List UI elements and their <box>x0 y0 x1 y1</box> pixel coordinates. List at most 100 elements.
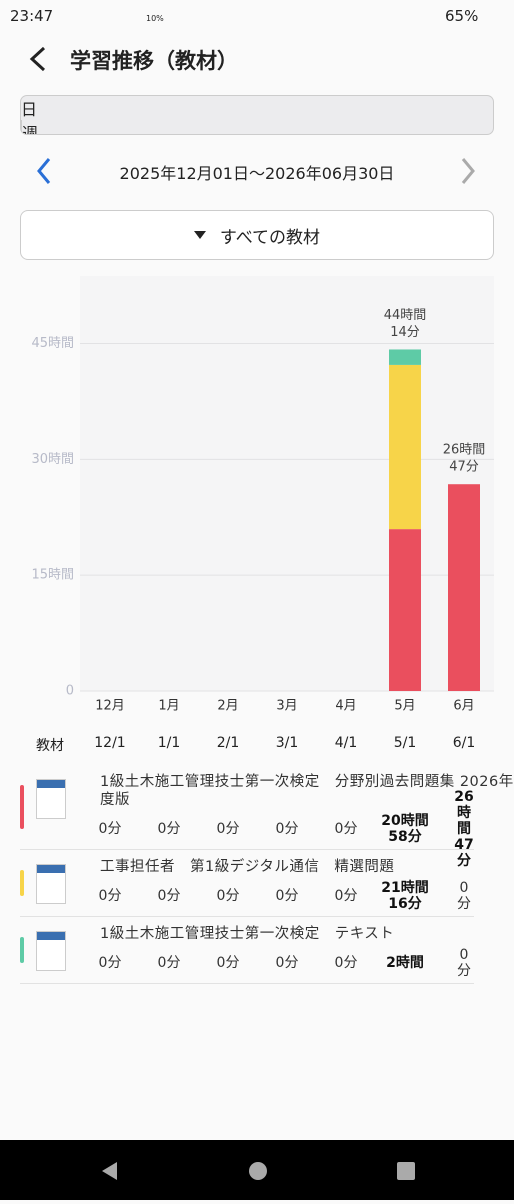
time-cell: 0分 <box>99 813 122 845</box>
tab[interactable]: 週 <box>21 120 179 134</box>
time-line: 47分 <box>454 837 474 869</box>
time-line: 0分 <box>216 821 240 837</box>
time-cell: 0分 <box>99 947 122 979</box>
total-label: 14分 <box>390 325 420 340</box>
cells: 0分 0分 0分 0分 0分 21時間 16分 0分 <box>99 880 474 912</box>
material-row[interactable]: 工事担任者 第1級デジタル通信 精選問題 0分 0分 0分 0分 0分 21時間 16分 0分 <box>20 850 474 917</box>
time-cell: 0分 <box>335 947 358 979</box>
time-cell: 0分 <box>158 813 181 845</box>
time-line: 0分 <box>157 888 181 904</box>
time-line: 16分 <box>388 896 422 912</box>
dropdown-icon <box>193 231 206 239</box>
y-tick-label: 0 <box>66 684 74 699</box>
time-line: 26時間 <box>454 789 474 837</box>
battery: 65% <box>445 7 479 25</box>
time-line: 21時間 <box>381 880 429 896</box>
time-line: 58分 <box>388 829 422 845</box>
y-tick-label: 45時間 <box>31 336 74 351</box>
time-line: 0分 <box>334 955 358 971</box>
table-header-label: 教材 <box>36 738 64 754</box>
cells: 0分 0分 0分 0分 0分 2時間 0分 <box>99 947 474 979</box>
time-line: 0分 <box>334 888 358 904</box>
time-line: 0分 <box>157 955 181 971</box>
total-label: 47分 <box>449 460 479 475</box>
time-line: 0分 <box>457 880 471 912</box>
time-cell: 0分 <box>457 947 471 979</box>
time-cell: 21時間 16分 <box>381 880 428 912</box>
time-line: 0分 <box>216 955 240 971</box>
material-name: 工事担任者 第1級デジタル通信 精選問題 <box>100 859 395 875</box>
table: 1級土木施工管理技士第一次検定 分野別過去問題集 2026年度版 0分 0分 0分 0分… <box>20 765 513 984</box>
bar-segment <box>448 484 480 691</box>
thumbnail <box>36 931 66 971</box>
column-header: 6/1 <box>452 735 476 751</box>
time-line: 0分 <box>216 888 240 904</box>
x-tick-label: 4月 <box>335 699 356 714</box>
time: 23:47 <box>10 7 54 25</box>
tab-bar: 日週月 <box>20 95 494 135</box>
time-cell: 0分 <box>276 947 299 979</box>
tab[interactable]: 日 <box>21 100 38 119</box>
table-header: 教材 12/1 1/1 2/1 3/1 4/1 5/1 6/1 <box>0 735 514 757</box>
bar-segment <box>389 364 421 530</box>
column-header: 1/1 <box>157 735 181 751</box>
time-cell: 0分 <box>335 880 358 912</box>
date-range: 2025年12月01日〜2026年06月30日 <box>119 164 395 183</box>
page-title: 学習推移（教材） <box>70 49 238 73</box>
time-cell: 0分 <box>276 813 299 845</box>
time-line: 0分 <box>457 947 471 979</box>
total-label: 44時間 <box>384 308 427 323</box>
back-button[interactable] <box>26 45 50 73</box>
thumbnail <box>36 864 66 904</box>
x-tick-label: 3月 <box>276 699 297 714</box>
chart: 0 15時間 30時間 45時間 12月 1月 2月 3月 4月 5月 44時間 14分 6月 26時間 4… <box>31 276 494 714</box>
next-button[interactable] <box>458 156 478 186</box>
column-header: 2/1 <box>216 735 240 751</box>
material-row[interactable]: 1級土木施工管理技士第一次検定 テキスト 0分 0分 0分 0分 0分 2時間 0分 <box>20 917 474 984</box>
time-cell: 0分 <box>335 813 358 845</box>
weather: 10% <box>146 14 164 23</box>
total-label: 26時間 <box>443 443 486 458</box>
time-line: 0分 <box>98 955 122 971</box>
time-line: 2時間 <box>386 955 424 971</box>
column-header: 4/1 <box>334 735 358 751</box>
time-line: 0分 <box>334 821 358 837</box>
material-name: 1級土木施工管理技士第一次検定 分野別過去問題集 2026年度版 <box>100 774 514 808</box>
nav-icons <box>102 1162 415 1180</box>
y-tick-label: 30時間 <box>31 452 74 467</box>
time-line: 20時間 <box>381 813 429 829</box>
prev-button[interactable] <box>34 156 54 186</box>
y-tick-label: 15時間 <box>31 568 74 583</box>
time-cell: 0分 <box>276 880 299 912</box>
column-header: 5/1 <box>393 735 417 751</box>
thumbnail <box>36 779 66 819</box>
time-cell: 0分 <box>217 813 240 845</box>
bar-segment <box>389 349 421 365</box>
time-line: 0分 <box>157 821 181 837</box>
time-cell: 0分 <box>217 880 240 912</box>
time-cell: 0分 <box>158 947 181 979</box>
time-line: 0分 <box>275 821 299 837</box>
x-tick-label: 12月 <box>95 699 125 714</box>
time-cell: 0分 <box>217 947 240 979</box>
column-header: 3/1 <box>275 735 299 751</box>
time-cell: 2時間 <box>386 947 424 979</box>
time-line: 0分 <box>98 888 122 904</box>
x-tick-label: 2月 <box>217 699 238 714</box>
plot-area <box>80 276 494 691</box>
time-line: 0分 <box>275 888 299 904</box>
time-cell: 0分 <box>158 880 181 912</box>
material-row[interactable]: 1級土木施工管理技士第一次検定 分野別過去問題集 2026年度版 0分 0分 0分 0分… <box>20 765 513 869</box>
time-cell: 0分 <box>457 880 471 912</box>
x-tick-label: 1月 <box>158 699 179 714</box>
x-tick-label: 6月 <box>453 699 474 714</box>
x-tick-label: 5月 <box>394 699 415 714</box>
time-cell: 20時間 58分 <box>381 813 428 845</box>
column-header: 12/1 <box>94 735 126 751</box>
material-name: 1級土木施工管理技士第一次検定 テキスト <box>100 926 395 942</box>
filter-dropdown[interactable]: すべての教材 <box>20 210 494 260</box>
time-line: 0分 <box>275 955 299 971</box>
legend-color <box>20 937 24 963</box>
time-cell: 0分 <box>99 880 122 912</box>
